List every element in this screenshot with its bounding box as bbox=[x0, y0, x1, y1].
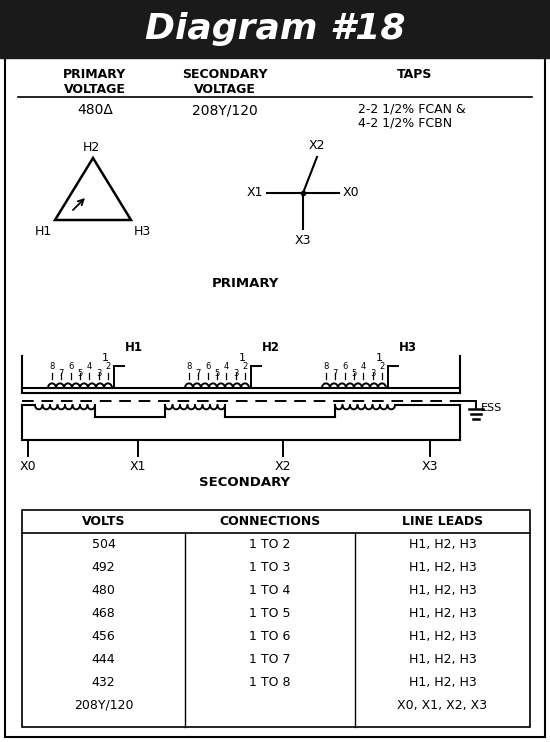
Text: H3: H3 bbox=[399, 341, 417, 354]
Text: 1: 1 bbox=[239, 353, 246, 363]
Text: PRIMARY: PRIMARY bbox=[211, 277, 279, 290]
Bar bbox=[0, 0, 550, 58]
Text: H2: H2 bbox=[82, 141, 100, 154]
Text: 2: 2 bbox=[243, 362, 248, 371]
Text: H1, H2, H3: H1, H2, H3 bbox=[409, 538, 476, 551]
Text: LINE LEADS: LINE LEADS bbox=[402, 515, 483, 528]
Text: H3: H3 bbox=[134, 225, 151, 238]
Text: 4-2 1/2% FCBN: 4-2 1/2% FCBN bbox=[358, 117, 452, 130]
Text: 208Y/120: 208Y/120 bbox=[192, 103, 258, 117]
Text: 208Y/120: 208Y/120 bbox=[74, 699, 133, 712]
Text: 3: 3 bbox=[370, 369, 375, 378]
Text: 3: 3 bbox=[233, 369, 238, 378]
Text: 444: 444 bbox=[92, 653, 116, 666]
Text: TAPS: TAPS bbox=[397, 68, 433, 81]
Text: 4: 4 bbox=[224, 362, 229, 371]
Text: ESS: ESS bbox=[481, 403, 502, 413]
Text: 468: 468 bbox=[92, 607, 116, 620]
Text: 2: 2 bbox=[106, 362, 111, 371]
Text: 432: 432 bbox=[92, 676, 116, 689]
Text: H1, H2, H3: H1, H2, H3 bbox=[409, 584, 476, 597]
Text: 1 TO 5: 1 TO 5 bbox=[249, 607, 291, 620]
Text: 5: 5 bbox=[214, 369, 219, 378]
Text: 8: 8 bbox=[50, 362, 54, 371]
Text: 1 TO 8: 1 TO 8 bbox=[249, 676, 291, 689]
Text: X3: X3 bbox=[295, 234, 311, 247]
Text: H1: H1 bbox=[125, 341, 143, 354]
Text: 1 TO 2: 1 TO 2 bbox=[249, 538, 291, 551]
Text: X1: X1 bbox=[130, 460, 146, 473]
Bar bbox=[22, 510, 530, 727]
Text: 5: 5 bbox=[78, 369, 82, 378]
Text: 456: 456 bbox=[92, 630, 116, 643]
Text: H2: H2 bbox=[262, 341, 280, 354]
Text: H1, H2, H3: H1, H2, H3 bbox=[409, 607, 476, 620]
Text: 1 TO 4: 1 TO 4 bbox=[249, 584, 291, 597]
Text: CONNECTIONS: CONNECTIONS bbox=[219, 515, 321, 528]
Text: Diagram #18: Diagram #18 bbox=[145, 12, 405, 46]
Text: 6: 6 bbox=[205, 362, 210, 371]
Text: 2: 2 bbox=[379, 362, 384, 371]
Text: X2: X2 bbox=[309, 139, 325, 152]
Text: 1 TO 6: 1 TO 6 bbox=[249, 630, 291, 643]
Text: 480: 480 bbox=[91, 584, 116, 597]
Text: 504: 504 bbox=[91, 538, 116, 551]
Text: X0: X0 bbox=[20, 460, 36, 473]
Text: 3: 3 bbox=[96, 369, 101, 378]
Text: 8: 8 bbox=[323, 362, 329, 371]
Text: 1: 1 bbox=[102, 353, 109, 363]
Text: SECONDARY
VOLTAGE: SECONDARY VOLTAGE bbox=[182, 68, 268, 96]
Text: X2: X2 bbox=[275, 460, 292, 473]
Text: 7: 7 bbox=[59, 369, 64, 378]
Text: H1, H2, H3: H1, H2, H3 bbox=[409, 561, 476, 574]
Text: 4: 4 bbox=[87, 362, 92, 371]
Text: H1: H1 bbox=[35, 225, 52, 238]
Text: 8: 8 bbox=[186, 362, 192, 371]
Text: X3: X3 bbox=[422, 460, 438, 473]
Text: H1, H2, H3: H1, H2, H3 bbox=[409, 653, 476, 666]
Text: 6: 6 bbox=[342, 362, 348, 371]
Text: 6: 6 bbox=[68, 362, 73, 371]
Text: 2-2 1/2% FCAN &: 2-2 1/2% FCAN & bbox=[358, 103, 466, 116]
Text: X1: X1 bbox=[246, 186, 263, 200]
Text: 1: 1 bbox=[376, 353, 383, 363]
Text: X0: X0 bbox=[343, 186, 360, 200]
Text: 7: 7 bbox=[196, 369, 201, 378]
Text: X0, X1, X2, X3: X0, X1, X2, X3 bbox=[398, 699, 487, 712]
Text: 1 TO 7: 1 TO 7 bbox=[249, 653, 291, 666]
Text: SECONDARY: SECONDARY bbox=[200, 476, 290, 489]
Text: 4: 4 bbox=[361, 362, 366, 371]
Text: 5: 5 bbox=[351, 369, 356, 378]
Text: PRIMARY
VOLTAGE: PRIMARY VOLTAGE bbox=[63, 68, 126, 96]
Text: 7: 7 bbox=[333, 369, 338, 378]
Text: 480Δ: 480Δ bbox=[77, 103, 113, 117]
Text: VOLTS: VOLTS bbox=[82, 515, 125, 528]
Text: H1, H2, H3: H1, H2, H3 bbox=[409, 630, 476, 643]
Text: 1 TO 3: 1 TO 3 bbox=[249, 561, 291, 574]
Text: 492: 492 bbox=[92, 561, 116, 574]
Text: H1, H2, H3: H1, H2, H3 bbox=[409, 676, 476, 689]
